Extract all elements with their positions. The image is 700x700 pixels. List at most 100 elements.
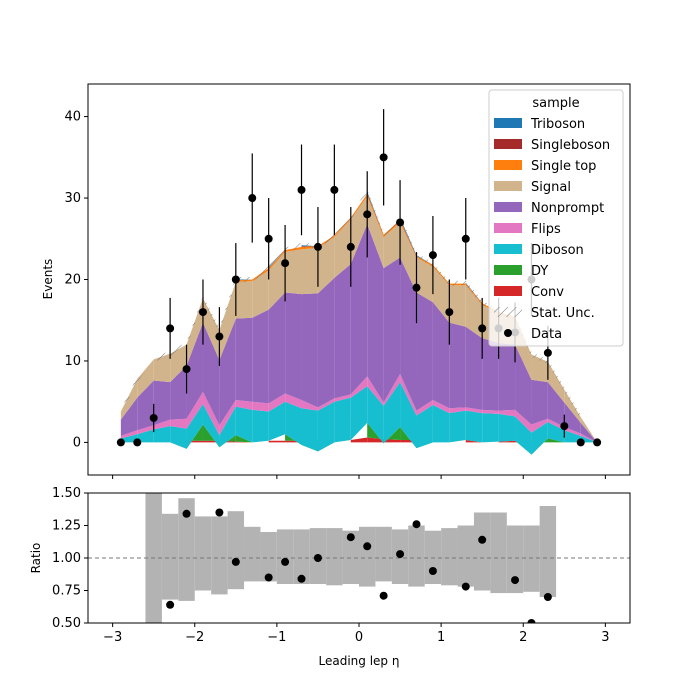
ratio-y-tick-label: 0.50	[52, 616, 81, 631]
stack-segment-signal	[400, 222, 417, 293]
stack-segment-nonprompt	[564, 402, 581, 434]
ratio-band-bin	[178, 498, 195, 601]
stack-segment-flips	[580, 433, 598, 443]
stack-segment-nonprompt	[317, 277, 335, 408]
ratio-point	[543, 593, 552, 601]
stack-segment-nonprompt	[498, 343, 516, 411]
data-point	[428, 251, 437, 260]
legend-label: Flips	[531, 222, 561, 237]
ratio-y-axis: 0.50 0.75 1.00 1.25 1.50	[52, 486, 88, 631]
legend-label: Singleboson	[531, 138, 610, 153]
stack-segment-flips	[564, 426, 581, 436]
main-y-axis: 0 10 20 30 40	[64, 110, 88, 450]
stack-segment-flips	[515, 409, 532, 433]
stack-segment-nonprompt	[547, 382, 565, 427]
stack-segment-flips	[301, 400, 318, 411]
ratio-band-bin	[211, 516, 228, 595]
ratio-point	[182, 509, 191, 518]
ratio-point	[412, 520, 421, 529]
ratio-y-tick-label: 1.50	[52, 486, 81, 501]
data-point	[231, 275, 240, 284]
stack-segment-signal	[235, 281, 253, 319]
stack-segment-flips	[268, 393, 286, 412]
stack-segment-diboson	[235, 406, 253, 443]
legend-swatch-diboson	[494, 244, 522, 254]
legend-swatch-stat-unc	[494, 307, 522, 317]
stack-segment-signal	[268, 251, 286, 310]
data-point	[593, 438, 602, 447]
stack-segment-diboson	[482, 413, 499, 443]
ratio-point	[231, 557, 240, 566]
x-tick-label: −2	[185, 630, 204, 645]
stack-segment-nonprompt	[367, 224, 384, 403]
data-point	[198, 308, 207, 317]
ratio-point	[527, 619, 536, 623]
ratio-band-bin	[457, 525, 474, 587]
stack-segment-diboson	[153, 426, 171, 443]
stack-segment-flips	[531, 418, 548, 433]
stack-segment-conv	[498, 440, 516, 443]
stack-segment-nonprompt	[268, 292, 286, 404]
stack-segment-flips	[350, 376, 368, 398]
stack-segment-flips	[170, 418, 187, 429]
data-point	[149, 413, 158, 422]
main-y-axis-label: Events	[41, 259, 55, 300]
stack-segment-diboson	[120, 434, 138, 443]
stack-segment-nonprompt	[334, 264, 351, 399]
data-point	[560, 422, 569, 431]
data-point	[461, 234, 470, 243]
data-point	[133, 438, 142, 447]
stack-segment-diboson	[416, 404, 433, 449]
data-point	[248, 194, 257, 203]
legend-swatch-singleboson	[494, 139, 522, 149]
ratio-point	[297, 574, 306, 583]
legend-swatch-flips	[494, 223, 522, 233]
stack-segment-diboson	[367, 386, 384, 444]
stack-segment-flips	[400, 373, 417, 416]
stack-segment-signal	[137, 359, 154, 398]
ratio-y-tick-label: 1.00	[52, 551, 81, 566]
stack-segment-flips	[367, 376, 384, 406]
ratio-band-bin	[244, 526, 261, 582]
data-point	[445, 308, 454, 317]
legend-label: Triboson	[530, 117, 585, 132]
stack-segment-diboson	[531, 422, 548, 455]
stack-segment-nonprompt	[285, 292, 302, 401]
stack-segment-flips	[482, 409, 499, 414]
ratio-band-bin	[359, 526, 376, 587]
data-point	[543, 348, 552, 357]
data-point	[478, 324, 487, 333]
stack-segment-nonprompt	[465, 326, 483, 410]
ratio-band-bin	[227, 511, 245, 590]
legend-title: sample	[532, 96, 579, 111]
ratio-point	[346, 533, 355, 542]
stack-segment-signal	[465, 285, 483, 339]
y-tick-label: 40	[64, 110, 81, 125]
stack-segment-diboson	[515, 416, 532, 455]
ratio-y-tick-label: 0.75	[52, 584, 81, 599]
ratio-band-bin	[326, 528, 343, 586]
stack-segment-diboson	[465, 410, 483, 443]
ratio-band-bin	[161, 513, 179, 600]
legend-swatch-conv	[494, 286, 522, 296]
stack-segment-diboson	[334, 397, 351, 443]
legend-frame	[488, 89, 624, 347]
stack-segment-nonprompt	[416, 292, 433, 411]
ratio-point	[215, 508, 224, 517]
stack-segment-nonprompt	[383, 257, 401, 403]
stack-segment-nonprompt	[432, 302, 450, 409]
data-point	[281, 259, 290, 268]
stack-segment-flips	[235, 400, 253, 410]
ratio-band-bin	[506, 525, 524, 594]
x-tick-label: 0	[355, 630, 363, 645]
stack-segment-signal	[547, 361, 565, 403]
ratio-band-bin	[408, 525, 425, 587]
legend-label: Stat. Unc.	[531, 306, 595, 321]
ratio-y-tick-label: 1.25	[52, 519, 81, 534]
ratio-band-bin	[539, 506, 557, 597]
stack-segment-diboson	[400, 382, 417, 449]
stack-segment-diboson	[350, 386, 368, 440]
legend-label: Data	[531, 327, 562, 342]
stack-segment-diboson	[498, 413, 516, 442]
ratio-band-bin	[293, 529, 310, 584]
